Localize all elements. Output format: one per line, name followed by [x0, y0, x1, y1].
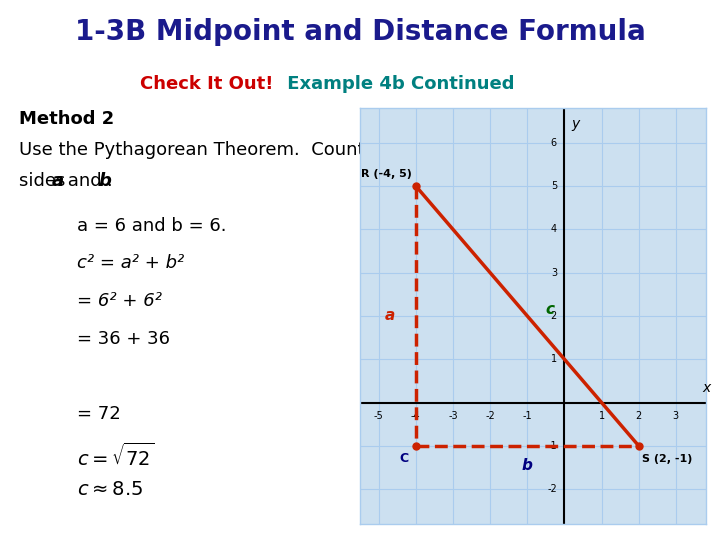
- Text: -5: -5: [374, 411, 384, 421]
- Text: a = 6 and b = 6.: a = 6 and b = 6.: [77, 217, 227, 235]
- Text: b: b: [99, 172, 112, 191]
- Text: Method 2: Method 2: [19, 111, 114, 129]
- Text: a: a: [52, 172, 64, 191]
- Text: 5: 5: [551, 181, 557, 191]
- Text: -2: -2: [485, 411, 495, 421]
- Text: -1: -1: [523, 411, 532, 421]
- Text: 4: 4: [551, 224, 557, 234]
- Text: a: a: [384, 308, 395, 323]
- Text: c² = a² + b²: c² = a² + b²: [77, 254, 184, 272]
- Text: b: b: [522, 458, 533, 473]
- Text: $c \approx 8.5$: $c \approx 8.5$: [77, 480, 143, 499]
- Text: -4: -4: [411, 411, 420, 421]
- Text: Use the Pythagorean Theorem.  Count the units for: Use the Pythagorean Theorem. Count the u…: [19, 141, 480, 159]
- Text: = 6² + 6²: = 6² + 6²: [77, 292, 162, 310]
- Text: 3: 3: [672, 411, 679, 421]
- Text: 1-3B Midpoint and Distance Formula: 1-3B Midpoint and Distance Formula: [75, 18, 645, 46]
- Text: S (2, -1): S (2, -1): [642, 455, 693, 464]
- Text: = 36 + 36: = 36 + 36: [77, 329, 170, 348]
- Text: Check It Out!: Check It Out!: [140, 75, 274, 93]
- Text: and: and: [62, 172, 107, 191]
- Text: = 72: = 72: [77, 405, 121, 423]
- Text: C: C: [399, 453, 408, 465]
- Text: -2: -2: [547, 484, 557, 494]
- Text: -3: -3: [448, 411, 458, 421]
- Text: 6: 6: [551, 138, 557, 147]
- Text: sides: sides: [19, 172, 71, 191]
- Text: x: x: [702, 381, 710, 395]
- Text: -1: -1: [547, 441, 557, 451]
- Text: c: c: [545, 302, 554, 317]
- Text: 3: 3: [551, 268, 557, 278]
- Text: y: y: [572, 117, 580, 131]
- Text: 2: 2: [551, 311, 557, 321]
- Text: 2: 2: [636, 411, 642, 421]
- Text: 1: 1: [598, 411, 605, 421]
- Text: 1: 1: [551, 354, 557, 364]
- Text: R (-4, 5): R (-4, 5): [361, 170, 412, 179]
- Text: .: .: [107, 172, 112, 191]
- Text: $c = \sqrt{72}$: $c = \sqrt{72}$: [77, 443, 155, 470]
- Text: Example 4b Continued: Example 4b Continued: [281, 75, 514, 93]
